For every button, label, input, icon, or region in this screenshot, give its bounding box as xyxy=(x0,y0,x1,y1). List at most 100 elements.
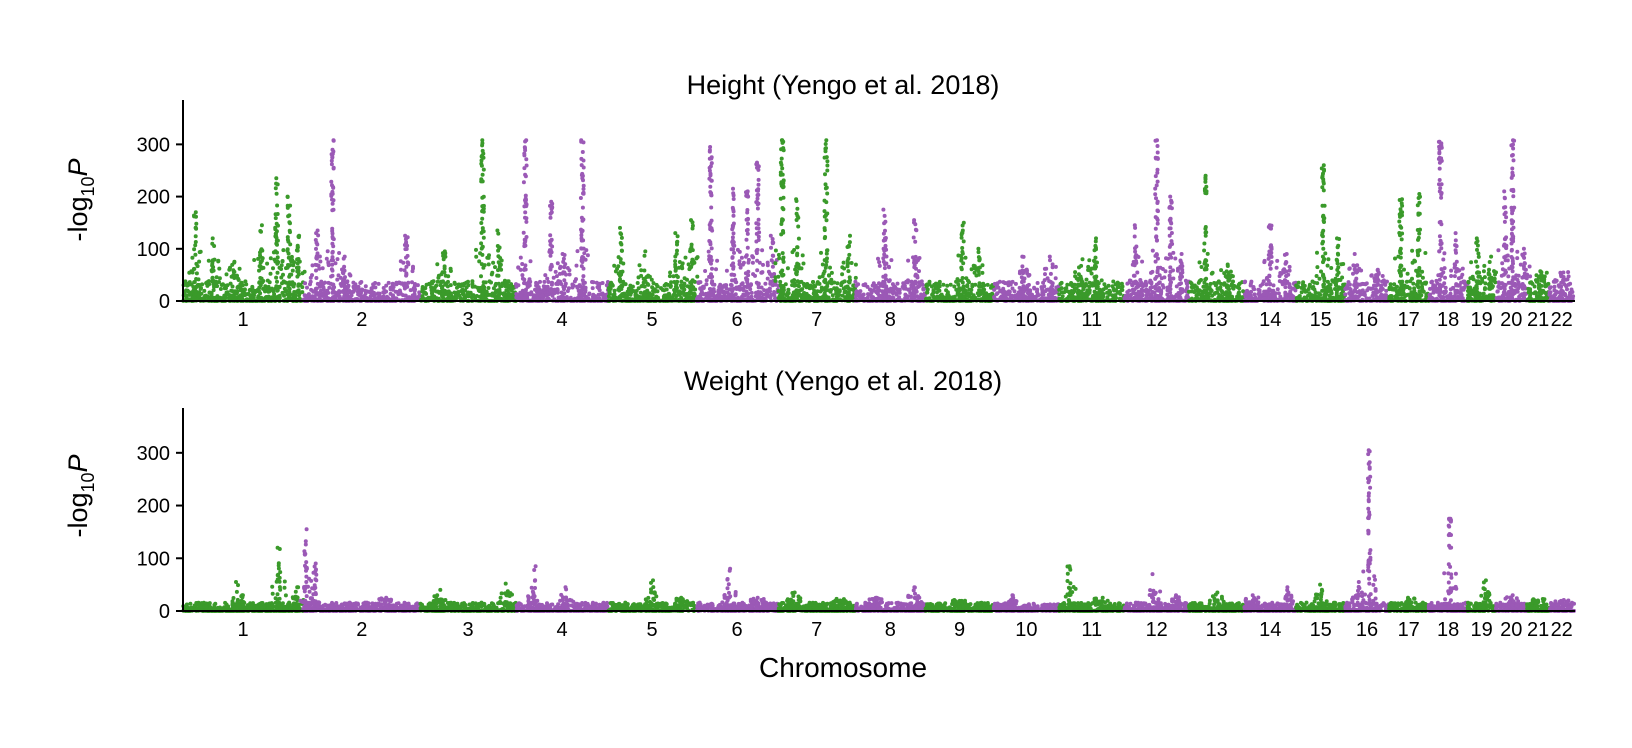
snp-point xyxy=(564,295,569,299)
snp-point xyxy=(500,281,505,286)
snp-point xyxy=(730,235,735,240)
snp-point xyxy=(913,281,918,286)
snp-point xyxy=(687,267,692,272)
snp-point xyxy=(643,293,648,297)
snp-point xyxy=(196,294,201,299)
snp-point xyxy=(1208,281,1213,286)
snp-point xyxy=(286,263,290,267)
snp-point xyxy=(261,265,266,270)
snp-point xyxy=(585,253,590,258)
snp-point xyxy=(911,255,915,260)
snp-point xyxy=(733,277,738,282)
snp-point xyxy=(822,198,827,203)
snp-point xyxy=(981,291,986,296)
snp-point xyxy=(326,280,331,285)
snp-point xyxy=(1197,288,1202,293)
snp-point xyxy=(745,194,750,199)
snp-point xyxy=(187,292,192,297)
snp-point xyxy=(230,293,235,298)
snp-point xyxy=(442,266,447,271)
snp-point xyxy=(1132,234,1137,239)
snp-point xyxy=(464,285,469,290)
snp-point xyxy=(391,293,395,298)
chromosome-5-points xyxy=(606,218,700,303)
snp-point xyxy=(736,285,741,290)
snp-point xyxy=(1104,285,1109,290)
snp-point xyxy=(497,246,502,250)
snp-point xyxy=(479,286,484,291)
snp-point xyxy=(619,242,624,247)
snp-point xyxy=(778,279,783,284)
snp-point xyxy=(1169,200,1174,205)
snp-point xyxy=(1167,252,1172,257)
snp-point xyxy=(1001,280,1006,285)
snp-point xyxy=(276,294,280,299)
snp-point xyxy=(466,294,471,299)
snp-point xyxy=(285,292,290,297)
snp-point xyxy=(386,280,391,285)
snp-point xyxy=(480,216,485,221)
snp-point xyxy=(440,270,445,275)
snp-point xyxy=(651,281,656,286)
snp-point xyxy=(523,198,528,202)
snp-point xyxy=(480,195,485,200)
snp-point xyxy=(699,296,703,301)
snp-point xyxy=(1132,287,1137,292)
snp-point xyxy=(535,286,540,291)
snp-point xyxy=(410,269,415,274)
snp-point xyxy=(960,223,965,228)
snp-point xyxy=(1071,290,1076,295)
snp-point xyxy=(246,291,251,296)
snp-point xyxy=(935,290,939,295)
snp-point xyxy=(467,290,472,295)
snp-point xyxy=(312,295,317,300)
snp-point xyxy=(480,226,485,231)
snp-point xyxy=(487,292,492,297)
snp-point xyxy=(707,257,712,262)
snp-point xyxy=(1154,238,1159,243)
snp-point xyxy=(1081,284,1086,289)
snp-point xyxy=(306,293,311,298)
snp-point xyxy=(1115,280,1120,285)
snp-point xyxy=(709,205,714,210)
snp-point xyxy=(717,285,722,289)
snp-point xyxy=(771,240,776,245)
snp-point xyxy=(730,205,735,210)
snp-point xyxy=(543,273,548,278)
snp-point xyxy=(567,268,572,273)
snp-point xyxy=(550,280,554,285)
snp-point xyxy=(522,296,527,301)
snp-point xyxy=(522,281,526,286)
snp-point xyxy=(555,261,560,266)
chromosome-9-points xyxy=(924,220,996,303)
snp-point xyxy=(664,293,669,298)
snp-point xyxy=(887,278,892,283)
snp-point xyxy=(1185,293,1190,298)
snp-point xyxy=(317,266,322,271)
snp-point xyxy=(316,233,321,238)
snp-point xyxy=(404,284,409,289)
snp-point xyxy=(548,265,553,270)
snp-point xyxy=(447,293,452,298)
snp-point xyxy=(707,165,712,170)
snp-point xyxy=(732,273,737,277)
snp-point xyxy=(435,262,440,267)
snp-point xyxy=(275,270,280,275)
snp-point xyxy=(1133,249,1138,254)
snp-point xyxy=(288,242,293,247)
snp-point xyxy=(642,284,647,289)
snp-point xyxy=(415,283,420,288)
snp-point xyxy=(690,220,695,225)
snp-point xyxy=(329,258,334,263)
snp-point xyxy=(755,196,760,201)
snp-point xyxy=(461,292,466,297)
snp-point xyxy=(676,291,681,296)
snp-point xyxy=(673,284,678,289)
snp-point xyxy=(781,285,786,290)
snp-point xyxy=(675,248,679,253)
snp-point xyxy=(972,270,977,275)
snp-point xyxy=(686,262,691,267)
snp-point xyxy=(675,279,680,284)
snp-point xyxy=(579,236,584,241)
snp-point xyxy=(1111,286,1116,291)
